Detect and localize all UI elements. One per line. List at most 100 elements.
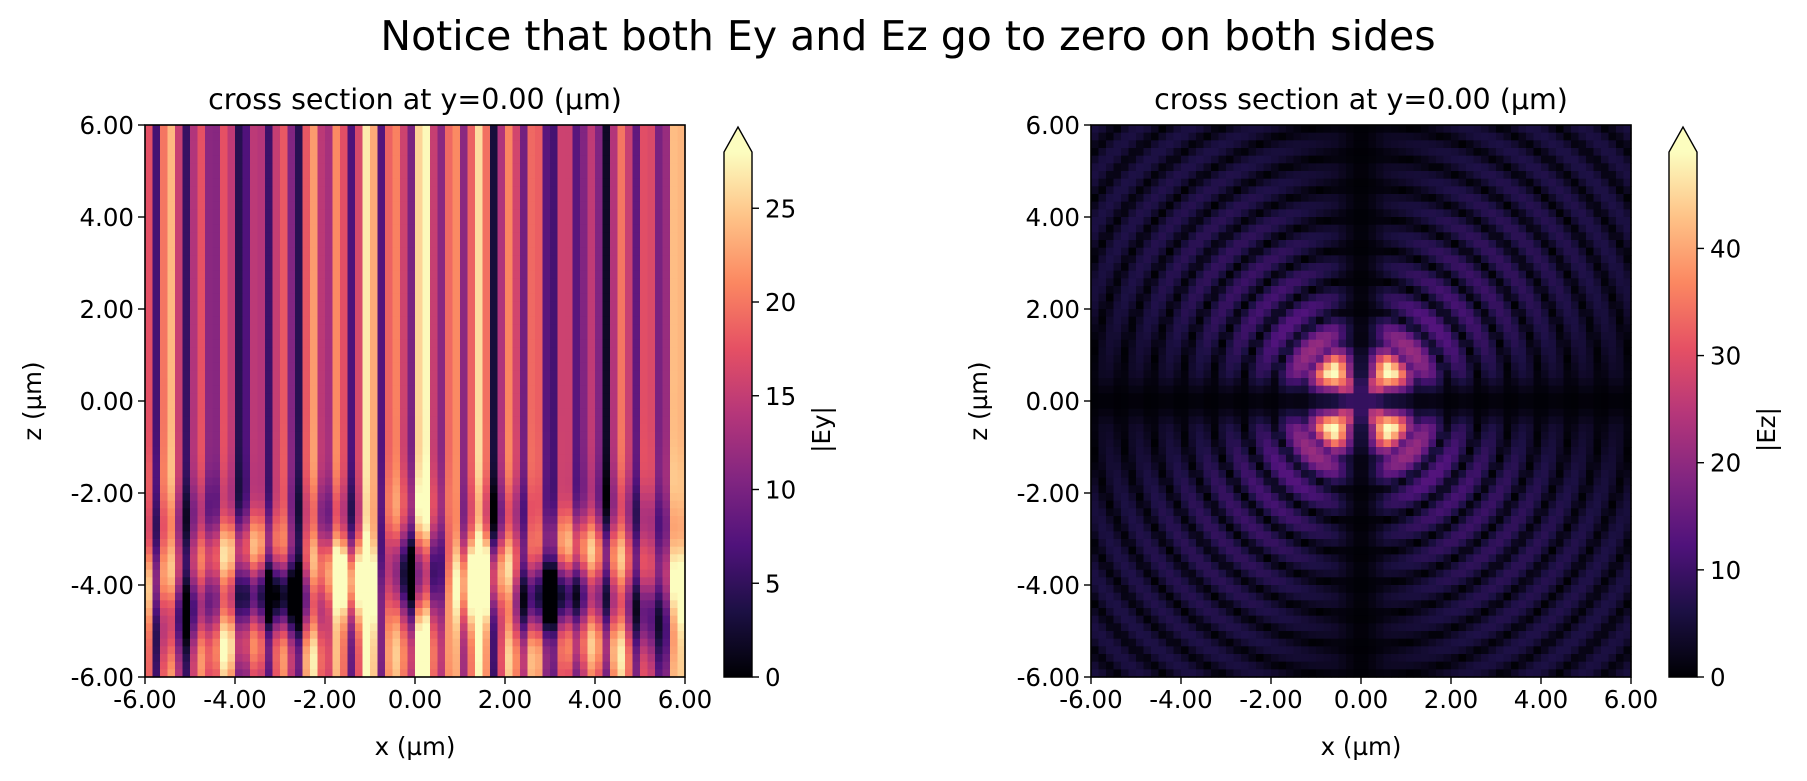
- heatmap-cell: [505, 309, 514, 318]
- heatmap-cell: [580, 385, 589, 394]
- heatmap-cell: [460, 600, 469, 609]
- heatmap-cell: [475, 508, 484, 517]
- heatmap-cell: [385, 485, 394, 494]
- heatmap-cell: [145, 247, 154, 256]
- heatmap-cell: [482, 355, 491, 364]
- heatmap-cell: [250, 454, 259, 463]
- heatmap-cell: [340, 424, 349, 433]
- heatmap-cell: [647, 669, 656, 678]
- heatmap-cell: [287, 132, 296, 141]
- heatmap-cell: [370, 485, 379, 494]
- heatmap-cell: [227, 355, 236, 364]
- heatmap-cell: [400, 270, 409, 279]
- heatmap-cell: [212, 485, 221, 494]
- heatmap-cell: [587, 585, 596, 594]
- heatmap-cell: [325, 125, 334, 134]
- heatmap-cell: [212, 592, 221, 601]
- heatmap-cell: [602, 546, 611, 555]
- heatmap-cell: [602, 416, 611, 425]
- heatmap-cell: [445, 316, 454, 325]
- heatmap-cell: [550, 631, 559, 640]
- heatmap-cell: [392, 316, 401, 325]
- heatmap-cell: [565, 654, 574, 663]
- heatmap-cell: [482, 163, 491, 172]
- heatmap-cell: [317, 447, 326, 456]
- heatmap-cell: [295, 217, 304, 226]
- heatmap-cell: [197, 163, 206, 172]
- heatmap-cell: [430, 240, 439, 249]
- heatmap-cell: [512, 585, 521, 594]
- heatmap-cell: [220, 171, 229, 180]
- heatmap-cell: [340, 332, 349, 341]
- heatmap-cell: [392, 301, 401, 310]
- heatmap-cell: [602, 362, 611, 371]
- heatmap-cell: [295, 462, 304, 471]
- heatmap-cell: [205, 577, 214, 586]
- heatmap-cell: [242, 255, 251, 264]
- heatmap-cell: [512, 324, 521, 333]
- heatmap-cell: [400, 493, 409, 502]
- heatmap-cell: [490, 408, 499, 417]
- heatmap-cell: [197, 646, 206, 655]
- heatmap-cell: [625, 247, 634, 256]
- heatmap-cell: [280, 654, 289, 663]
- heatmap-cell: [295, 140, 304, 149]
- heatmap-cell: [625, 286, 634, 295]
- heatmap-cell: [422, 523, 431, 532]
- heatmap-cell: [280, 385, 289, 394]
- heatmap-cell: [445, 148, 454, 157]
- heatmap-cell: [145, 255, 154, 264]
- heatmap-cell: [197, 270, 206, 279]
- heatmap-cell: [265, 186, 274, 195]
- heatmap-cell: [332, 600, 341, 609]
- heatmap-cell: [310, 255, 319, 264]
- heatmap-cell: [452, 661, 461, 670]
- heatmap-cell: [415, 194, 424, 203]
- heatmap-cell: [272, 362, 281, 371]
- heatmap-cell: [527, 577, 536, 586]
- heatmap-cell: [287, 378, 296, 387]
- heatmap-cell: [595, 217, 604, 226]
- heatmap-cell: [242, 339, 251, 348]
- heatmap-cell: [325, 408, 334, 417]
- heatmap-cell: [145, 339, 154, 348]
- heatmap-cell: [415, 378, 424, 387]
- heatmap-cell: [160, 362, 169, 371]
- heatmap-cell: [317, 148, 326, 157]
- heatmap-cell: [362, 447, 371, 456]
- heatmap-cell: [632, 186, 641, 195]
- heatmap-cell: [197, 516, 206, 525]
- heatmap-cell: [512, 485, 521, 494]
- heatmap-cell: [227, 240, 236, 249]
- heatmap-cell: [242, 615, 251, 624]
- heatmap-cell: [542, 263, 551, 272]
- heatmap-cell: [227, 171, 236, 180]
- heatmap-cell: [572, 562, 581, 571]
- heatmap-cell: [617, 362, 626, 371]
- heatmap-cell: [580, 531, 589, 540]
- heatmap-cell: [242, 232, 251, 241]
- heatmap-cell: [452, 669, 461, 678]
- heatmap-cell: [220, 217, 229, 226]
- heatmap-cell: [400, 224, 409, 233]
- heatmap-cell: [662, 301, 671, 310]
- heatmap-cell: [662, 209, 671, 218]
- heatmap-cell: [145, 500, 154, 509]
- heatmap-cell: [152, 424, 161, 433]
- heatmap-cell: [610, 439, 619, 448]
- heatmap-cell: [370, 232, 379, 241]
- heatmap-cell: [595, 539, 604, 548]
- heatmap-cell: [250, 155, 259, 164]
- heatmap-cell: [617, 454, 626, 463]
- heatmap-cell: [257, 631, 266, 640]
- heatmap-cell: [512, 194, 521, 203]
- heatmap-cell: [310, 286, 319, 295]
- heatmap-cell: [512, 431, 521, 440]
- heatmap-cell: [227, 508, 236, 517]
- heatmap-cell: [647, 370, 656, 379]
- heatmap-cell: [430, 286, 439, 295]
- heatmap-cell: [302, 155, 311, 164]
- heatmap-cell: [475, 462, 484, 471]
- heatmap-cell: [295, 148, 304, 157]
- heatmap-cell: [625, 669, 634, 678]
